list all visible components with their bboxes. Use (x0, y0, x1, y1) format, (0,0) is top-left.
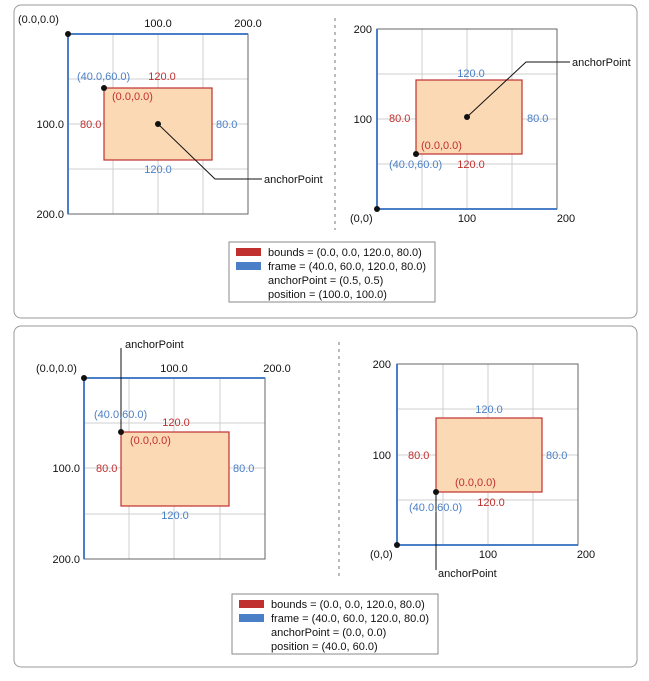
bottom-panel-frame (13, 325, 638, 668)
layer-rect (120, 431, 230, 507)
frame-height-label: 80.0 (233, 463, 254, 475)
y-tick-label: 100 (354, 114, 372, 126)
anchor-point-label: anchorPoint (125, 339, 184, 351)
legend-bounds: bounds = (0.0, 0.0, 120.0, 80.0) (268, 247, 422, 259)
bounds-origin-label: (0.0,0.0) (421, 140, 462, 152)
origin-label: (0.0,0.0) (36, 363, 77, 375)
legend-anchor-point: anchorPoint = (0.5, 0.5) (268, 275, 383, 287)
frame-origin-label: (40.0,60.0) (94, 409, 147, 421)
legend-bounds: bounds = (0.0, 0.0, 120.0, 80.0) (271, 599, 425, 611)
y-tick-label: 200.0 (52, 554, 80, 566)
frame-swatch (239, 614, 264, 622)
anchor-point-label: anchorPoint (264, 174, 323, 186)
x-tick-label: 200 (557, 213, 575, 225)
bounds-height-label: 80.0 (389, 113, 410, 125)
bottom-left-diagram: (0.0,0.0) 100.0 200.0 100.0 200.0 anchor… (36, 339, 291, 566)
legend-position: position = (40.0, 60.0) (271, 641, 378, 653)
y-tick-label: 200 (373, 359, 391, 371)
frame-width-label: 120.0 (475, 404, 503, 416)
y-tick-label: 200 (354, 24, 372, 36)
frame-origin-dot (101, 85, 107, 91)
x-tick-label: 200 (577, 549, 595, 561)
x-tick-label: 100 (479, 549, 497, 561)
frame-height-label: 80.0 (216, 119, 237, 131)
x-tick-label: 100.0 (144, 18, 172, 30)
origin-label: (0,0) (370, 549, 393, 561)
legend-box (231, 593, 439, 655)
y-tick-label: 100.0 (36, 119, 64, 131)
bounds-width-label: 120.0 (162, 417, 190, 429)
origin-label: (0,0) (350, 213, 373, 225)
bottom-right-diagram: 200 100 (0,0) 100 200 120.0 80.0 80.0 (0… (370, 359, 595, 580)
anchor-leader-line (157, 123, 262, 180)
bounds-width-label: 120.0 (457, 159, 485, 171)
bottom-panel: (0.0,0.0) 100.0 200.0 100.0 200.0 anchor… (13, 325, 638, 668)
anchor-point-label: anchorPoint (572, 57, 631, 69)
layer-rect (435, 417, 543, 493)
top-right-diagram: 200 100 (0,0) 100 200 120.0 120.0 80.0 8… (350, 24, 631, 225)
legend-position: position = (100.0, 100.0) (268, 289, 387, 301)
origin-dot (394, 542, 400, 548)
frame-origin-dot (413, 151, 419, 157)
top-legend: bounds = (0.0, 0.0, 120.0, 80.0) frame =… (228, 241, 436, 303)
bounds-swatch (239, 600, 264, 608)
bottom-legend: bounds = (0.0, 0.0, 120.0, 80.0) frame =… (231, 593, 439, 655)
anchor-leader-line (466, 61, 570, 118)
anchor-point-label: anchorPoint (438, 568, 497, 580)
origin-dot (81, 375, 87, 381)
legend-frame: frame = (40.0, 60.0, 120.0, 80.0) (271, 613, 429, 625)
y-tick-label: 200.0 (36, 209, 64, 221)
y-tick-label: 100 (373, 450, 391, 462)
bounds-height-label: 80.0 (408, 450, 429, 462)
origin-dot (65, 31, 71, 37)
bounds-origin-label: (0.0,0.0) (455, 477, 496, 489)
top-panel: (0.0,0.0) 100.0 200.0 100.0 200.0 (40.0,… (13, 4, 638, 319)
bounds-origin-label: (0.0,0.0) (112, 91, 153, 103)
frame-width-label: 120.0 (161, 510, 189, 522)
bounds-origin-label: (0.0,0.0) (130, 435, 171, 447)
frame-height-label: 80.0 (546, 450, 567, 462)
frame-height-label: 80.0 (527, 113, 548, 125)
x-tick-label: 200.0 (234, 18, 262, 30)
bounds-width-label: 120.0 (477, 497, 505, 509)
bounds-width-label: 120.0 (148, 71, 176, 83)
x-tick-label: 100 (458, 213, 476, 225)
x-tick-label: 200.0 (263, 363, 291, 375)
frame-origin-label: (40.0,60.0) (389, 159, 442, 171)
frame-origin-label: (40.0,60.0) (409, 502, 462, 514)
bounds-swatch (236, 248, 261, 256)
legend-frame: frame = (40.0, 60.0, 120.0, 80.0) (268, 261, 426, 273)
legend-anchor-point: anchorPoint = (0.0, 0.0) (271, 627, 386, 639)
frame-width-label: 120.0 (457, 68, 485, 80)
top-left-diagram: (0.0,0.0) 100.0 200.0 100.0 200.0 (40.0,… (18, 14, 323, 221)
frame-origin-label: (40.0,60.0) (77, 71, 130, 83)
origin-label: (0.0,0.0) (18, 14, 59, 26)
x-tick-label: 100.0 (160, 363, 188, 375)
legend-box (228, 241, 436, 303)
origin-dot (374, 206, 380, 212)
frame-width-label: 120.0 (144, 164, 172, 176)
y-tick-label: 100.0 (52, 463, 80, 475)
bounds-height-label: 80.0 (80, 119, 101, 131)
frame-swatch (236, 262, 261, 270)
bounds-height-label: 80.0 (96, 463, 117, 475)
